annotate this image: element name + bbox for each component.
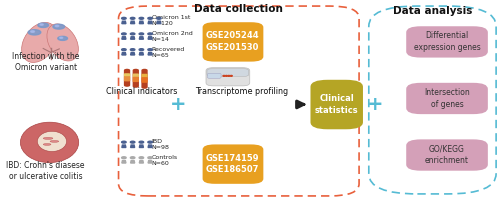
Circle shape [58,36,68,40]
FancyBboxPatch shape [406,139,488,171]
Text: Clinical
statistics: Clinical statistics [315,94,358,115]
Polygon shape [140,145,143,147]
Ellipse shape [43,143,51,145]
Text: Differential
expression genes: Differential expression genes [414,32,480,52]
Polygon shape [122,21,126,24]
Polygon shape [148,145,152,147]
Text: Transcriptome profiling: Transcriptome profiling [195,87,288,96]
Circle shape [30,31,34,32]
FancyBboxPatch shape [202,22,264,62]
FancyBboxPatch shape [406,83,488,114]
Polygon shape [140,161,143,163]
FancyBboxPatch shape [124,69,130,87]
Circle shape [122,157,126,159]
Ellipse shape [43,137,53,139]
FancyBboxPatch shape [132,74,139,77]
Text: Controls
N=60: Controls N=60 [152,155,178,166]
Polygon shape [157,21,161,24]
Circle shape [139,49,143,50]
Circle shape [148,141,152,143]
Polygon shape [122,53,126,55]
FancyBboxPatch shape [124,73,130,77]
Circle shape [60,37,62,38]
Circle shape [130,157,135,159]
Polygon shape [140,37,143,39]
Polygon shape [130,53,134,55]
Text: IBD: Crohn's diasese
or ulcerative colitis: IBD: Crohn's diasese or ulcerative colit… [6,161,85,181]
Text: Recovered
N=65: Recovered N=65 [152,47,185,58]
Circle shape [122,49,126,50]
FancyBboxPatch shape [208,73,221,78]
Polygon shape [130,145,134,147]
FancyBboxPatch shape [142,74,148,78]
FancyBboxPatch shape [202,144,264,184]
FancyBboxPatch shape [206,68,250,86]
Ellipse shape [50,141,59,142]
Text: Data collection: Data collection [194,4,283,14]
FancyBboxPatch shape [142,69,148,89]
Text: Infection with the
Omicron variant: Infection with the Omicron variant [12,52,80,72]
Polygon shape [148,161,152,163]
Text: +: + [366,95,383,114]
Ellipse shape [22,22,57,62]
Circle shape [56,25,59,27]
Circle shape [139,157,143,159]
FancyBboxPatch shape [310,80,363,129]
FancyBboxPatch shape [132,69,139,88]
Ellipse shape [20,122,78,163]
Polygon shape [148,37,152,39]
Text: Clinical indicators: Clinical indicators [106,87,177,96]
FancyBboxPatch shape [132,77,139,82]
Polygon shape [148,53,152,55]
Circle shape [53,24,64,29]
Circle shape [139,141,143,143]
Polygon shape [122,145,126,147]
Circle shape [122,33,126,35]
Circle shape [40,24,43,25]
Text: Data analysis: Data analysis [393,6,472,16]
Circle shape [122,17,126,19]
Polygon shape [122,161,126,163]
Text: GO/KEGG
enrichment: GO/KEGG enrichment [425,145,469,165]
Circle shape [122,141,126,143]
FancyBboxPatch shape [406,26,488,58]
FancyBboxPatch shape [124,76,130,81]
Circle shape [130,49,135,50]
Polygon shape [140,21,143,24]
Circle shape [148,33,152,35]
Polygon shape [140,53,143,55]
Polygon shape [130,37,134,39]
Circle shape [148,157,152,159]
FancyBboxPatch shape [142,77,148,83]
Circle shape [38,23,48,27]
Ellipse shape [38,131,66,152]
Text: Intersection
of genes: Intersection of genes [424,88,470,109]
Polygon shape [130,161,134,163]
Polygon shape [148,21,152,24]
Circle shape [130,33,135,35]
Text: IBD
N=98: IBD N=98 [152,139,170,150]
Text: Omicron 1st
N=120: Omicron 1st N=120 [152,15,190,26]
Circle shape [139,33,143,35]
Text: GSE205244
GSE201530: GSE205244 GSE201530 [206,32,260,52]
Circle shape [28,30,41,35]
Circle shape [130,17,135,19]
Text: Omicron 2nd
N=14: Omicron 2nd N=14 [152,31,192,42]
Text: GSE174159
GSE186507: GSE174159 GSE186507 [206,154,260,174]
Polygon shape [122,37,126,39]
Polygon shape [130,21,134,24]
Circle shape [148,17,152,19]
Circle shape [148,49,152,50]
Circle shape [130,141,135,143]
Ellipse shape [47,24,78,61]
FancyBboxPatch shape [207,69,249,76]
Text: +: + [170,95,186,114]
Circle shape [156,17,161,19]
Circle shape [139,17,143,19]
